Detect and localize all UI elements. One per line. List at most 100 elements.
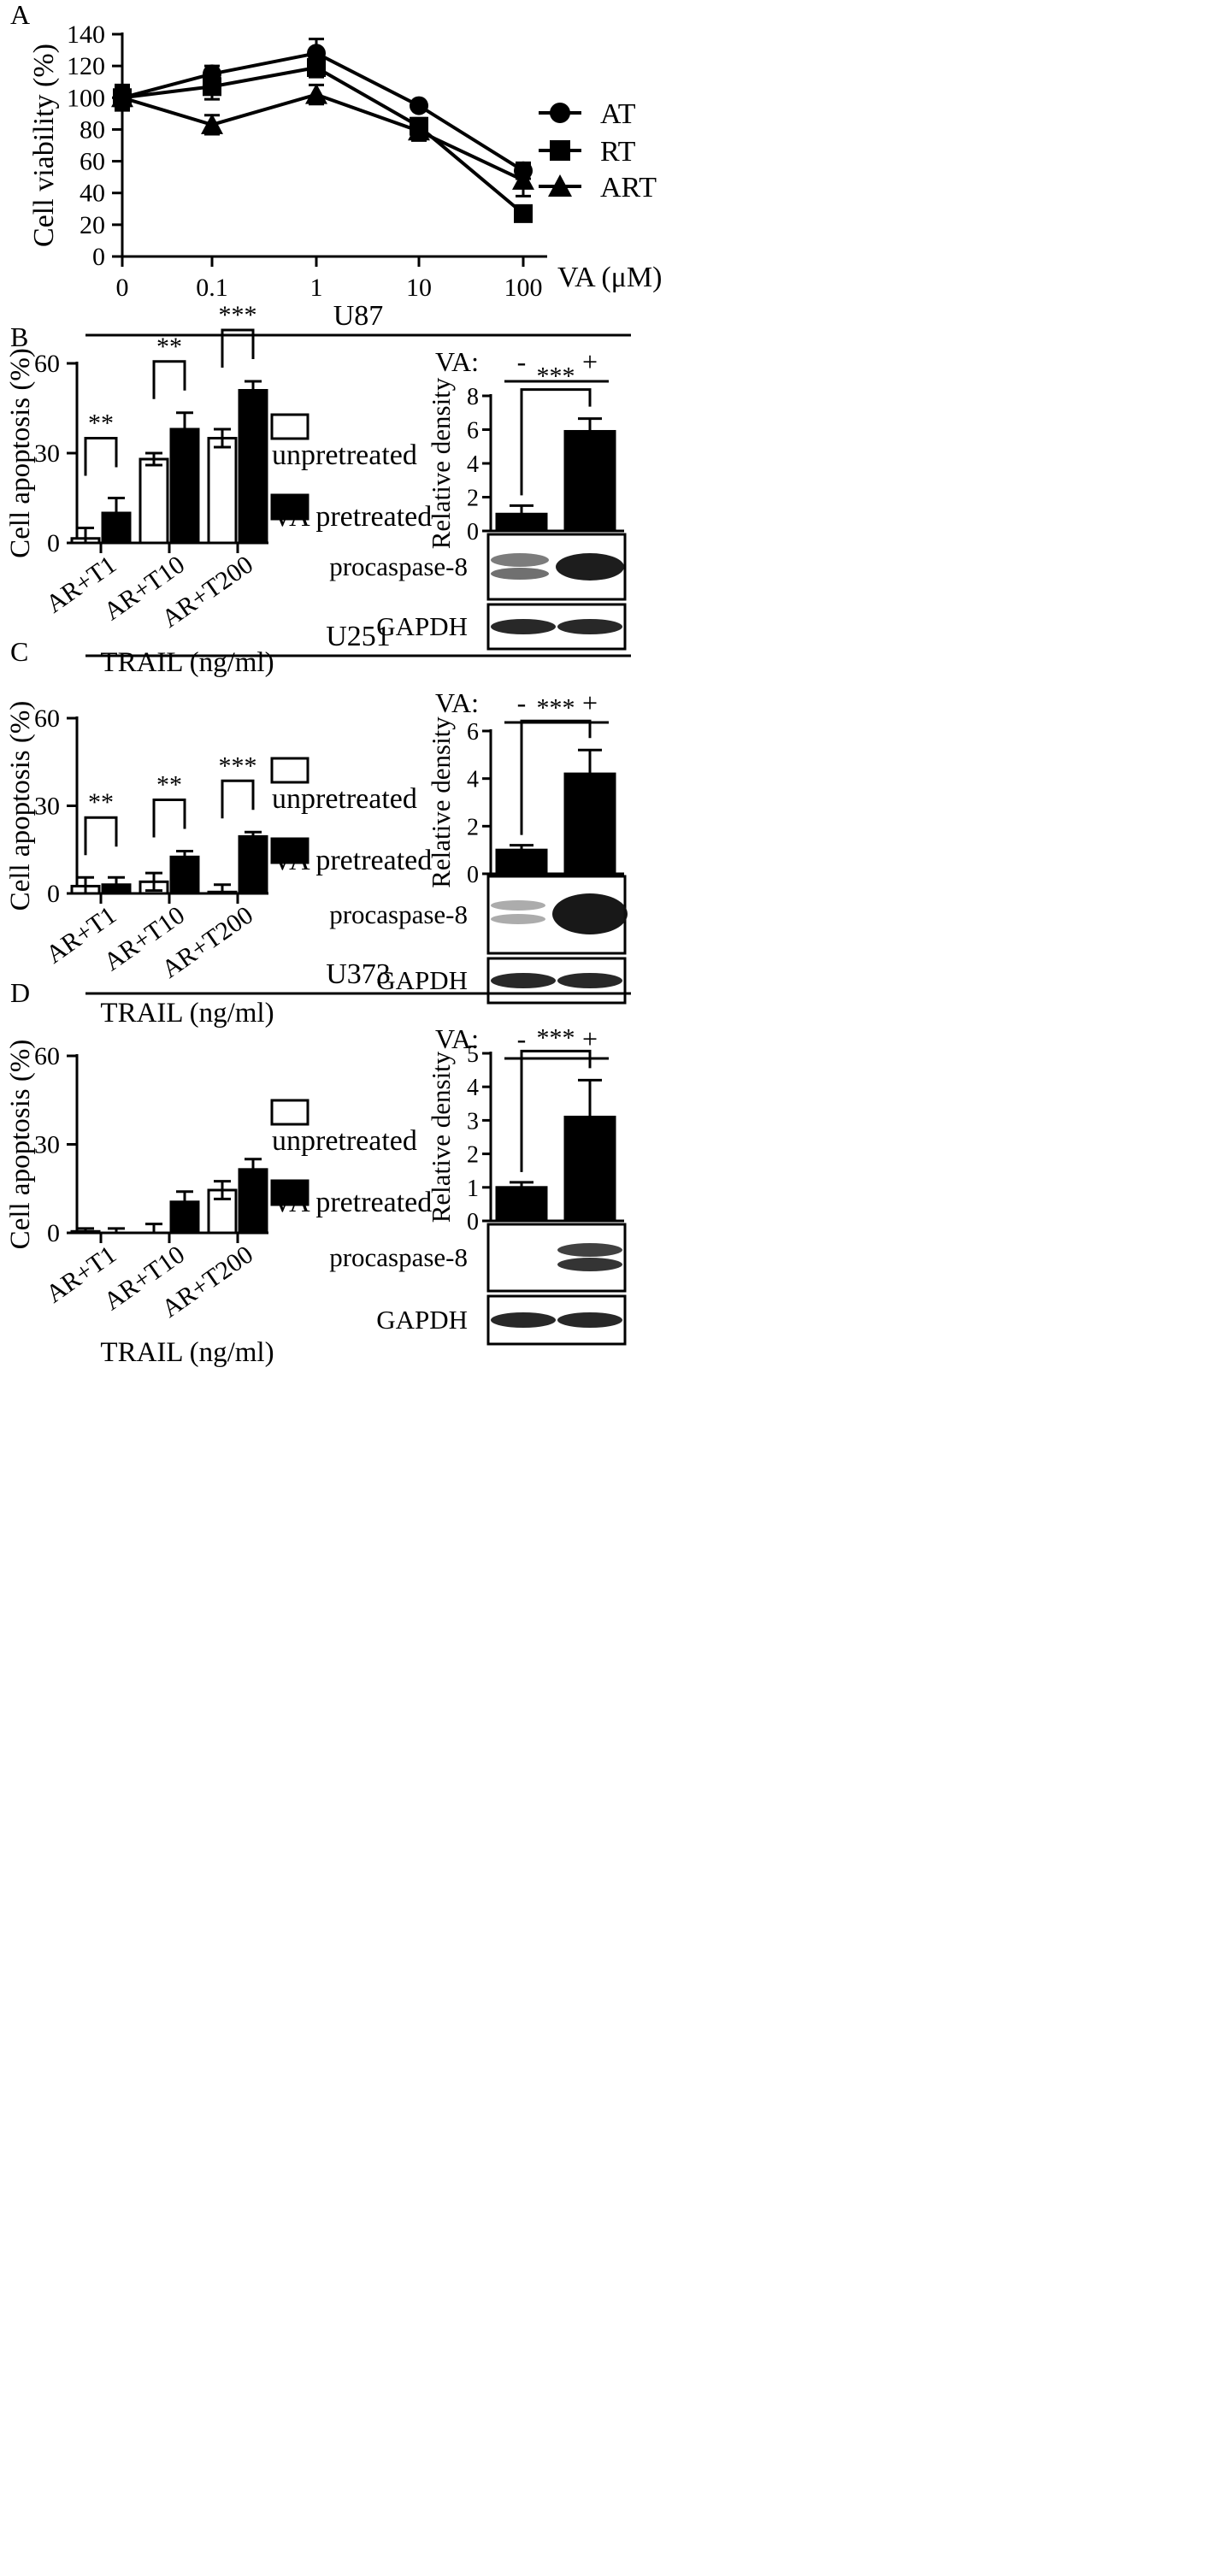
panel-b-treatment-plus: + <box>582 346 598 377</box>
panel-b-bar-va-pretreated <box>169 427 200 545</box>
panel-c-cell-line-title: U251 <box>326 621 391 652</box>
panel-d-blot-procaspase-8-band <box>557 1243 622 1257</box>
panel-d-y-axis-label: Cell apoptosis (%) <box>5 1040 36 1250</box>
panel-c-y-tick-label: 60 <box>34 704 60 733</box>
panel-d-legend-swatch-unpretreated <box>270 1099 309 1126</box>
panel-a-y-tick-label: 40 <box>80 180 105 208</box>
series-rt-point <box>514 203 533 223</box>
panel-b-blot-procaspase-8-band <box>491 553 549 567</box>
panel-b-blot-procaspase-8-band <box>491 568 549 580</box>
panel-b-density-y-tick-label: 8 <box>467 384 479 410</box>
panel-b-treatment-label: VA: <box>435 346 479 377</box>
panel-c-legend-swatch-unpretreated <box>270 757 309 784</box>
panel-b-significance-bracket <box>221 328 255 368</box>
panel-d-treatment-plus: + <box>582 1023 598 1054</box>
panel-b-significance-bracket <box>152 360 186 399</box>
panel-d-y-tick-label: 0 <box>47 1219 60 1247</box>
panel-a-y-tick-label: 80 <box>80 115 105 144</box>
panel-c-bar-va-pretreated <box>238 834 268 895</box>
panel-b-significance-label: ** <box>88 410 114 438</box>
panel-a-y-axis-label: Cell viability (%) <box>28 44 60 247</box>
panel-b-legend-label-va-pretreated: VA pretreated <box>272 501 432 533</box>
panel-d-density-y-tick-label: 1 <box>467 1176 479 1202</box>
panel-a-y-tick-label: 120 <box>67 52 105 80</box>
panel-d-cell-line-title: U373 <box>326 958 391 990</box>
panel-b-density-bar <box>495 512 548 533</box>
legend-art-label: ART <box>600 172 657 203</box>
panel-c-density-significance-bracket <box>520 719 592 835</box>
panel-d-density-bar <box>495 1186 548 1223</box>
panel-d-density-y-tick-label: 2 <box>467 1142 479 1169</box>
panel-d-blot-gapdh-band <box>491 1312 556 1328</box>
panel-c-treatment-minus: - <box>517 687 527 718</box>
panel-c-significance-label: ** <box>156 770 182 799</box>
panel-b-density-bar <box>563 429 616 533</box>
panel-c-significance-label: *** <box>219 752 257 780</box>
panel-c-blot-label-procaspase-8: procaspase-8 <box>329 899 468 929</box>
panel-d-blot-procaspase-8-band <box>557 1258 622 1271</box>
panel-b-density-y-axis-label: Relative density <box>426 377 456 549</box>
panel-d-density-y-tick-label: 3 <box>467 1108 479 1135</box>
panel-b-significance-label: ** <box>156 333 182 361</box>
panel-b-y-tick-label: 30 <box>34 439 60 468</box>
panel-c-blot-gapdh-band <box>491 973 556 988</box>
legend-at-label: AT <box>600 98 636 130</box>
panel-c-density-y-tick-label: 0 <box>467 862 479 888</box>
panel-b-legend-label-unpretreated: unpretreated <box>272 439 417 471</box>
panel-b-y-tick-label: 60 <box>34 350 60 378</box>
panel-b-blot-procaspase-8-band <box>556 553 624 581</box>
panel-b-panel-label: B <box>10 321 28 352</box>
panel-b-density-significance-label: *** <box>537 363 575 391</box>
panel-a-x-tick-label: 10 <box>406 274 432 302</box>
panel-c-treatment-label: VA: <box>435 687 479 718</box>
panel-b-bar-unpretreated <box>207 437 238 545</box>
panel-c-y-tick-label: 0 <box>47 880 60 908</box>
panel-b-treatment-minus: - <box>517 346 527 377</box>
panel-b-cell-line-title: U87 <box>333 300 384 332</box>
panel-c-legend-label-unpretreated: unpretreated <box>272 783 417 815</box>
panel-b-density-y-tick-label: 4 <box>467 451 479 478</box>
series-art-point <box>512 168 534 190</box>
panel-a-x-tick-label: 100 <box>504 274 543 302</box>
legend-at-marker <box>550 103 570 123</box>
series-art-point <box>408 120 430 141</box>
panel-d-density-y-tick-label: 0 <box>467 1209 479 1235</box>
panel-c-density-bar <box>495 848 548 875</box>
panel-c-legend-label-va-pretreated: VA pretreated <box>272 845 432 876</box>
panel-d-panel-label: D <box>10 977 30 1008</box>
panel-a-y-tick-label: 20 <box>80 211 105 239</box>
panel-c-y-tick-label: 30 <box>34 793 60 821</box>
panel-d-blot-gapdh-band <box>557 1312 622 1328</box>
panel-c-blot-procaspase-8-band <box>552 893 628 934</box>
series-art-line <box>121 92 524 182</box>
panel-a-x-tick-label: 1 <box>310 274 323 302</box>
panel-a-x-axis-label: VA (μM) <box>557 262 662 293</box>
panel-b-blot-gapdh-band <box>557 619 622 634</box>
panel-c-density-y-tick-label: 4 <box>467 767 479 793</box>
panel-d-x-axis-label: TRAIL (ng/ml) <box>100 1337 274 1368</box>
panel-d-y-tick-label: 60 <box>34 1042 60 1070</box>
series-art-point <box>305 83 327 104</box>
panel-a-x-tick-label: 0 <box>116 274 129 302</box>
panel-b-blot-label-procaspase-8: procaspase-8 <box>329 551 468 581</box>
panel-label-a: A <box>10 0 30 30</box>
panel-c-density-bar <box>563 772 616 875</box>
panel-d-density-significance-bracket <box>520 1049 592 1172</box>
panel-b-legend-swatch-unpretreated <box>270 413 309 440</box>
legend-rt-marker <box>550 140 570 161</box>
panel-c-significance-bracket <box>221 779 255 819</box>
panel-a-y-tick-label: 60 <box>80 148 105 176</box>
legend-rt-label: RT <box>600 136 636 168</box>
panel-d-legend-swatch-va-pretreated <box>270 1179 309 1206</box>
panel-b-density-significance-bracket <box>520 388 592 496</box>
panel-d-density-bar <box>563 1115 616 1223</box>
panel-b-significance-label: *** <box>219 301 257 329</box>
panel-d-density-significance-label: *** <box>537 1023 575 1052</box>
panel-b-bar-unpretreated <box>139 457 169 545</box>
series-art-point <box>111 86 133 108</box>
panel-c-panel-label: C <box>10 636 28 667</box>
panel-d-treatment-label: VA: <box>435 1023 479 1054</box>
panel-d-density-y-tick-label: 5 <box>467 1041 479 1068</box>
panel-b-y-axis-label: Cell apoptosis (%) <box>5 348 36 558</box>
